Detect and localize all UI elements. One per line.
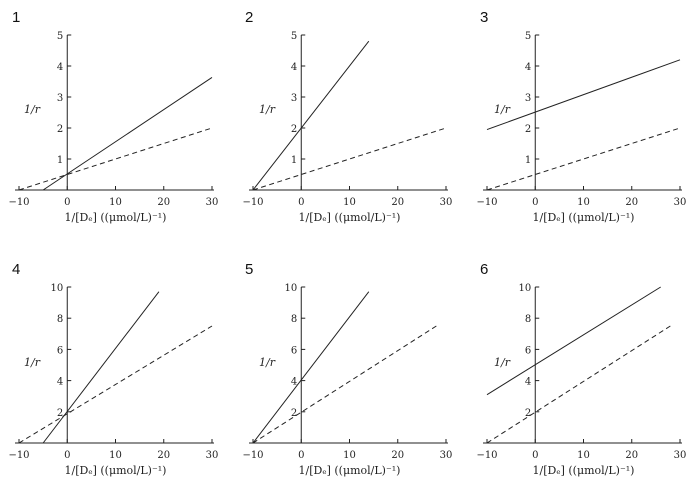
- y-tick-label: 4: [525, 62, 531, 73]
- y-axis-label: 1/r: [494, 356, 511, 369]
- x-tick-label: 10: [343, 197, 356, 208]
- y-tick-label: 10: [519, 283, 532, 294]
- y-tick-label: 10: [285, 283, 298, 294]
- y-tick-label: 6: [57, 345, 63, 356]
- x-tick-label: 30: [206, 450, 219, 461]
- series-line-solid: [42, 291, 160, 444]
- y-tick-label: 2: [525, 408, 531, 419]
- y-tick-label: 1: [57, 155, 63, 166]
- series-line-solid: [252, 291, 370, 444]
- y-tick-label: 8: [525, 314, 531, 325]
- x-tick-label: 30: [440, 197, 453, 208]
- panel-4: 4 −10 0 10 20 30 2 4 6 8 10 1/r 1/[Dₑ] ((μmol/L)⁻¹): [8, 261, 218, 477]
- y-tick-label: 5: [291, 31, 297, 42]
- x-tick-label: 30: [674, 450, 687, 461]
- y-tick-label: 5: [525, 31, 531, 42]
- y-tick-label: 2: [57, 408, 63, 419]
- series-line-dashed: [486, 325, 671, 444]
- panel-1: 1 −10 0 10 20 30 1 2 3 4 5 1/r 1/[Dₑ] ((μmol/L)⁻¹): [8, 9, 218, 224]
- y-tick-label: 4: [291, 377, 297, 388]
- x-tick-label: 20: [391, 197, 404, 208]
- y-tick-label: 3: [291, 93, 297, 104]
- y-tick-label: 1: [525, 155, 531, 166]
- x-tick-label: 30: [440, 450, 453, 461]
- y-tick-label: 8: [291, 314, 297, 325]
- y-axis-label: 1/r: [259, 356, 276, 369]
- series-line-dashed: [18, 325, 213, 444]
- x-tick-label: 0: [298, 197, 304, 208]
- panel-number: 1: [12, 9, 20, 26]
- series-line-solid: [486, 59, 681, 131]
- y-tick-label: 10: [51, 283, 64, 294]
- y-tick-label: 2: [525, 124, 531, 135]
- x-tick-label: 0: [64, 450, 70, 461]
- y-tick-label: 4: [291, 62, 297, 73]
- y-tick-label: 4: [525, 377, 531, 388]
- x-tick-label: 30: [206, 197, 219, 208]
- y-axis-label: 1/r: [24, 103, 41, 116]
- x-axis-label: 1/[Dₑ] ((μmol/L)⁻¹): [299, 464, 401, 477]
- x-tick-label: 10: [577, 450, 590, 461]
- panel-number: 4: [12, 261, 20, 278]
- x-tick-label: 20: [625, 450, 638, 461]
- y-axis-label: 1/r: [494, 103, 511, 116]
- y-tick-label: 3: [57, 93, 63, 104]
- series-line-dashed: [18, 127, 213, 191]
- y-tick-label: 8: [57, 314, 63, 325]
- x-tick-label: 10: [343, 450, 356, 461]
- x-axis-label: 1/[Dₑ] ((μmol/L)⁻¹): [65, 211, 167, 224]
- y-axis-label: 1/r: [259, 103, 276, 116]
- y-axis-label: 1/r: [24, 356, 41, 369]
- y-tick-label: 2: [291, 408, 297, 419]
- x-tick-label: −10: [242, 197, 263, 208]
- x-tick-label: −10: [476, 197, 497, 208]
- x-tick-label: −10: [242, 450, 263, 461]
- x-tick-label: 0: [298, 450, 304, 461]
- x-axis-label: 1/[Dₑ] ((μmol/L)⁻¹): [533, 211, 635, 224]
- x-tick-label: 10: [577, 197, 590, 208]
- x-tick-label: 10: [109, 450, 122, 461]
- y-tick-label: 1: [291, 155, 297, 166]
- x-tick-label: 0: [64, 197, 70, 208]
- series-line-dashed: [252, 127, 447, 191]
- x-tick-label: 30: [674, 197, 687, 208]
- x-tick-label: −10: [476, 450, 497, 461]
- panel-6: 6 −10 0 10 20 30 2 4 6 8 10 1/r 1/[Dₑ] ((μmol/L)⁻¹): [476, 261, 686, 477]
- series-line-solid: [486, 286, 661, 396]
- panel-5: 5 −10 0 10 20 30 2 4 6 8 10 1/r 1/[Dₑ] ((μmol/L)⁻¹): [242, 261, 452, 477]
- y-tick-label: 2: [57, 124, 63, 135]
- series-line-dashed: [252, 325, 437, 444]
- x-tick-label: 20: [391, 450, 404, 461]
- x-tick-label: −10: [8, 450, 29, 461]
- x-tick-label: −10: [8, 197, 29, 208]
- y-tick-label: 4: [57, 377, 63, 388]
- y-tick-label: 6: [291, 345, 297, 356]
- x-tick-label: 0: [532, 450, 538, 461]
- x-axis-label: 1/[Dₑ] ((μmol/L)⁻¹): [533, 464, 635, 477]
- panel-number: 6: [480, 261, 488, 278]
- x-tick-label: 10: [109, 197, 122, 208]
- panel-number: 3: [480, 9, 488, 26]
- x-tick-label: 20: [625, 197, 638, 208]
- panel-2: 2 −10 0 10 20 30 1 2 3 4 5 1/r 1/[Dₑ] ((μmol/L)⁻¹): [242, 9, 452, 224]
- x-axis-label: 1/[Dₑ] ((μmol/L)⁻¹): [65, 464, 167, 477]
- panel-3: 3 −10 0 10 20 30 1 2 3 4 5 1/r 1/[Dₑ] ((μmol/L)⁻¹): [476, 9, 686, 224]
- y-tick-label: 3: [525, 93, 531, 104]
- y-tick-label: 4: [57, 62, 63, 73]
- x-tick-label: 20: [157, 450, 170, 461]
- y-tick-label: 2: [291, 124, 297, 135]
- panel-number: 5: [245, 261, 253, 278]
- x-tick-label: 0: [532, 197, 538, 208]
- series-line-solid: [252, 40, 370, 191]
- panel-number: 2: [245, 9, 253, 26]
- series-line-solid: [42, 77, 213, 191]
- series-line-dashed: [486, 127, 681, 191]
- x-tick-label: 20: [157, 197, 170, 208]
- y-tick-label: 6: [525, 345, 531, 356]
- x-axis-label: 1/[Dₑ] ((μmol/L)⁻¹): [299, 211, 401, 224]
- y-tick-label: 5: [57, 31, 63, 42]
